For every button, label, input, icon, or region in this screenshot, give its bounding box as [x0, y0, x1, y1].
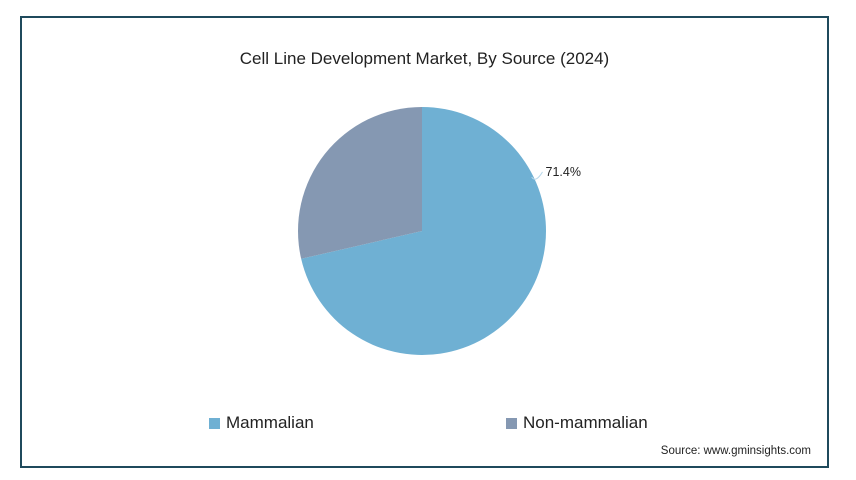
legend-label-mammalian: Mammalian [226, 413, 314, 432]
pie-slice-non-mammalian [298, 107, 422, 259]
legend-swatch-non-mammalian [506, 417, 517, 429]
pie-chart: 71.4% [298, 107, 581, 355]
legend-label-non-mammalian: Non-mammalian [523, 413, 648, 432]
chart-frame: Cell Line Development Market, By Source … [20, 16, 829, 468]
legend-item-non-mammalian: Non-mammalian [506, 413, 648, 433]
legend-swatch-mammalian [209, 417, 220, 429]
pie-slice-mammalian [301, 107, 546, 355]
data-label-leader-line [531, 171, 543, 180]
legend-item-mammalian: Mammalian [209, 413, 314, 433]
data-label-mammalian: 71.4% [546, 165, 581, 179]
source-note: Source: www.gminsights.com [660, 445, 811, 457]
chart-title: Cell Line Development Market, By Source … [239, 49, 610, 68]
